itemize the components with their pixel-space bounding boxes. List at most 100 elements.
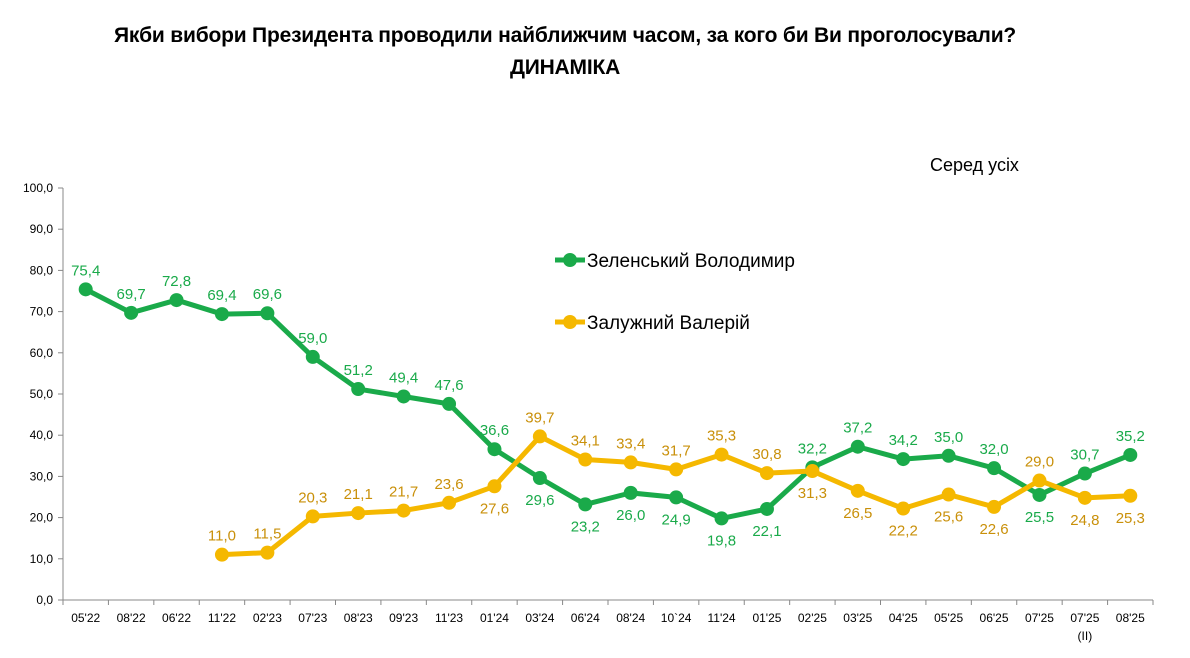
data-label: 25,3: [1116, 510, 1145, 527]
x-tick-label: 07'25: [1025, 611, 1054, 625]
x-tick-label: 05'25: [934, 611, 963, 625]
x-tick-label: 10`24: [661, 611, 692, 625]
data-point: [214, 547, 229, 562]
data-label: 37,2: [843, 420, 872, 437]
chart-subtitle: Серед усіх: [930, 155, 1019, 175]
x-tick-label: 07'25: [1070, 611, 1099, 625]
x-tick-label: 07'23: [298, 611, 327, 625]
data-label: 26,0: [616, 507, 645, 524]
legend-label: Зеленський Володимир: [587, 251, 795, 272]
data-point: [1123, 447, 1138, 462]
y-tick-label: 20,0: [30, 511, 54, 525]
data-label: 29,0: [1025, 454, 1054, 471]
data-label: 31,7: [662, 442, 691, 459]
data-point: [442, 396, 457, 411]
y-tick-label: 0,0: [36, 593, 53, 607]
data-label: 21,1: [344, 486, 373, 503]
x-tick-label: 02'23: [253, 611, 282, 625]
data-point: [124, 305, 139, 320]
data-point: [214, 307, 229, 322]
data-point: [714, 511, 729, 526]
data-label: 30,8: [752, 446, 781, 463]
data-label: 30,7: [1070, 447, 1099, 464]
x-tick-label: 06'25: [980, 611, 1009, 625]
data-point: [351, 506, 366, 521]
x-tick-label: 11'24: [707, 611, 735, 625]
y-tick-label: 70,0: [30, 305, 54, 319]
y-tick-label: 60,0: [30, 346, 54, 360]
x-tick-label: 11'23: [435, 611, 463, 625]
x-tick-label: 08'24: [616, 611, 645, 625]
data-point: [805, 464, 820, 479]
data-label: 59,0: [298, 330, 327, 347]
x-tick-label: 03'24: [525, 611, 554, 625]
data-point: [1032, 473, 1047, 488]
data-point: [850, 439, 865, 454]
x-tick-label: 08'25: [1116, 611, 1145, 625]
data-label: 23,2: [571, 518, 600, 535]
data-label: 21,7: [389, 484, 418, 501]
data-point: [487, 479, 502, 494]
data-label: 29,6: [525, 492, 554, 509]
axes: 0,0 10,0 20,0 30,0 40,0 50,0 60,0 70,0 80,0 90,0 1…: [23, 181, 1154, 643]
data-point: [305, 509, 320, 524]
data-point: [759, 466, 774, 481]
x-tick-label: 04'25: [889, 611, 918, 625]
data-labels: 75,4 69,7 72,8 69,4 69,6 59,0 51,2 49,4 47,6 36,6…: [71, 262, 1145, 549]
legend-label: Залужний Валерій: [587, 313, 750, 334]
x-tick-label: 01'24: [480, 611, 509, 625]
x-tick-label: 05'22: [71, 611, 100, 625]
data-point: [396, 389, 411, 404]
data-point: [260, 545, 275, 560]
data-point: [78, 282, 93, 297]
data-label: 11,5: [253, 526, 281, 543]
data-point: [941, 448, 956, 463]
data-label: 26,5: [843, 505, 872, 522]
data-label: 20,3: [298, 489, 327, 506]
data-label: 25,5: [1025, 509, 1054, 526]
data-label: 11,0: [208, 528, 236, 545]
y-tick-label: 30,0: [30, 469, 54, 483]
x-tick-label: 06'24: [571, 611, 600, 625]
data-label: 27,6: [480, 500, 509, 517]
data-label: 69,4: [207, 287, 236, 304]
data-point: [987, 461, 1002, 476]
x-tick-label: 03'25: [843, 611, 872, 625]
series-line-0: [83, 286, 1133, 521]
data-label: 36,6: [480, 422, 509, 439]
data-label: 69,6: [253, 286, 282, 303]
y-tick-label: 80,0: [30, 263, 54, 277]
legend-marker: [563, 253, 577, 267]
data-label: 72,8: [162, 273, 191, 290]
y-tick-label: 50,0: [30, 387, 54, 401]
data-label: 22,1: [752, 523, 781, 540]
data-point: [1077, 490, 1092, 505]
data-point: [1123, 488, 1138, 503]
data-point: [623, 455, 638, 470]
data-label: 51,2: [344, 362, 373, 379]
data-label: 32,2: [798, 440, 827, 457]
data-label: 35,0: [934, 429, 963, 446]
data-point: [260, 306, 275, 321]
data-label: 35,2: [1116, 428, 1145, 445]
data-label: 31,3: [798, 485, 827, 502]
data-label: 23,6: [434, 476, 463, 493]
y-tick-label: 90,0: [30, 222, 54, 236]
data-label: 69,7: [117, 286, 146, 303]
chart-title: Якби вибори Президента проводили найближ…: [113, 24, 1017, 47]
data-point: [896, 452, 911, 467]
data-label: 39,7: [525, 409, 554, 426]
data-label: 33,4: [616, 435, 645, 452]
x-tick-label: 02'25: [798, 611, 827, 625]
x-tick-label: 08'22: [117, 611, 146, 625]
data-label: 24,9: [662, 511, 691, 528]
x-tick-note: (II): [1078, 629, 1093, 643]
data-label: 32,0: [979, 441, 1008, 458]
y-tick-label: 40,0: [30, 428, 54, 442]
data-point: [396, 503, 411, 518]
x-tick-label: 09'23: [389, 611, 418, 625]
data-point: [669, 462, 684, 477]
legend-marker: [563, 315, 577, 329]
x-tick-label: 11'22: [208, 611, 236, 625]
